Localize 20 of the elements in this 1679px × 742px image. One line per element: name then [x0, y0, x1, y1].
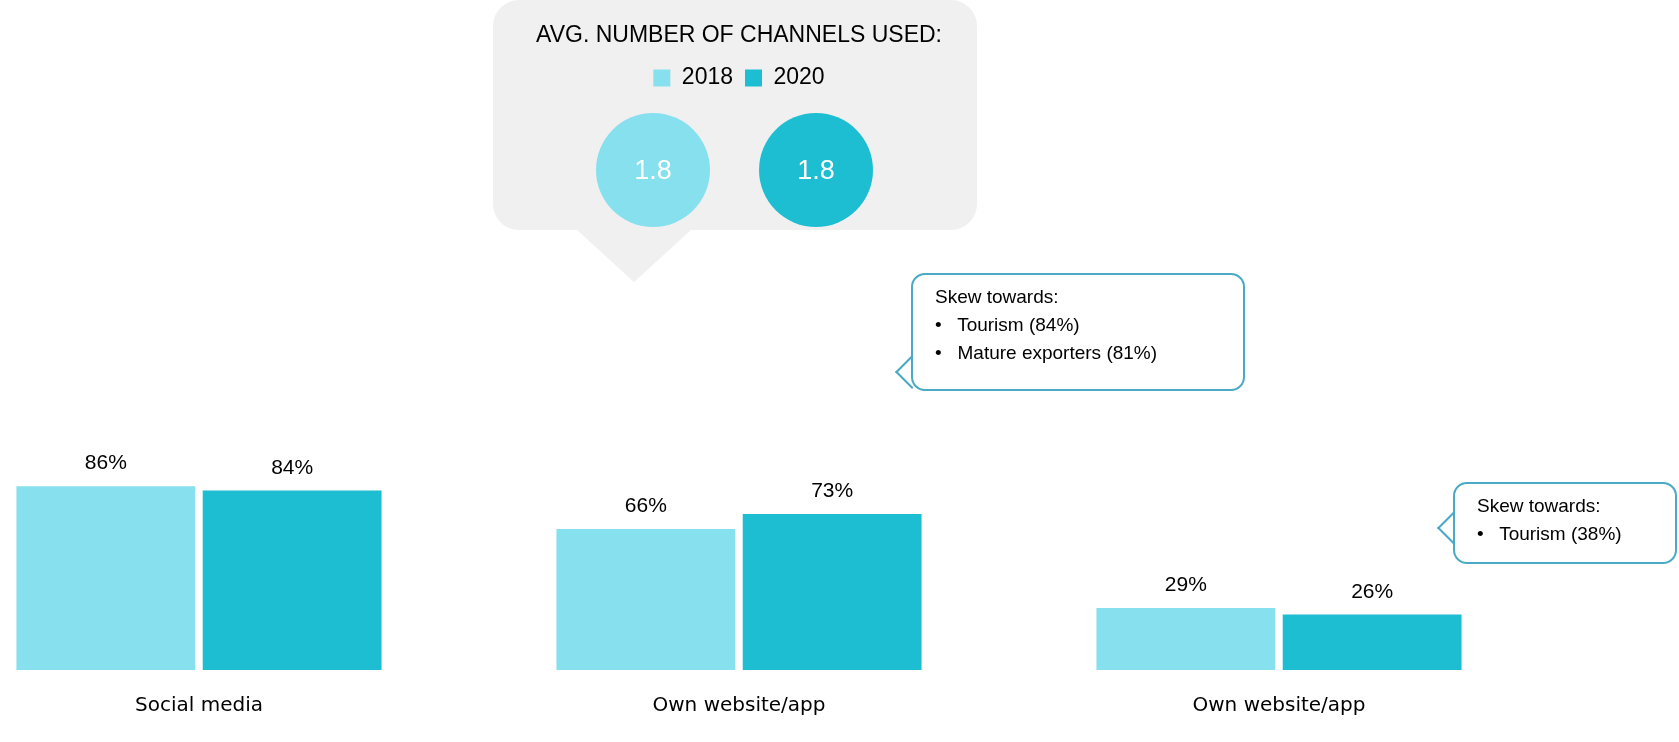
bar	[556, 528, 736, 670]
data-label: 86%	[84, 450, 127, 474]
legend-label: 2020	[773, 63, 825, 90]
bar	[1282, 614, 1462, 670]
callout-box: Skew towards: • Tourism (38%)	[1453, 482, 1677, 564]
legend-label: 2018	[681, 63, 734, 90]
x-tick-label: Own website/app	[1192, 692, 1366, 717]
bar	[742, 513, 922, 670]
bar	[202, 490, 382, 670]
chart-title: AVG. NUMBER OF CHANNELS USED:	[536, 21, 942, 48]
data-label: 84%	[271, 454, 314, 478]
x-tick-label: Own website/app	[652, 692, 826, 717]
data-label: 66%	[624, 493, 667, 517]
data-label: 29%	[1164, 572, 1207, 596]
x-tick-label: Social media	[135, 692, 263, 717]
bar	[16, 486, 196, 670]
bar	[1096, 608, 1276, 670]
data-label: 73%	[811, 478, 854, 502]
data-label: 26%	[1351, 578, 1394, 602]
callout-box: Skew towards: • Tourism (84%) • Mature exporters (81%)	[911, 273, 1245, 391]
